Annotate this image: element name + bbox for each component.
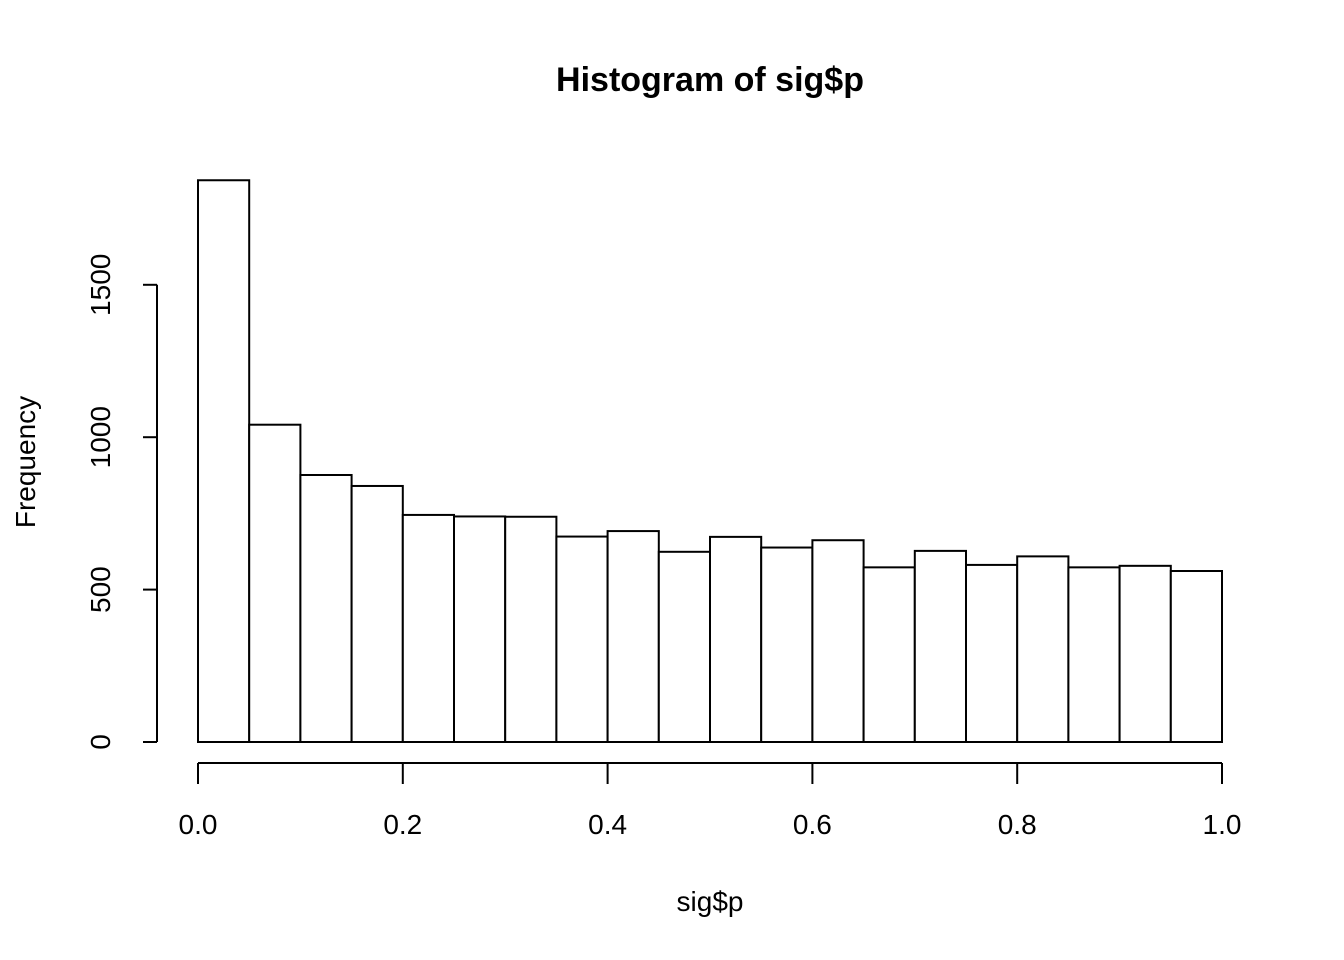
histogram-bar (913, 549, 967, 743)
histogram-bar (1118, 564, 1172, 744)
y-axis: 0 500 1000 1500 (85, 254, 158, 750)
histogram-bar (606, 530, 660, 744)
y-tick-label: 1000 (85, 406, 116, 468)
chart-title: Histogram of sig$p (556, 61, 864, 99)
x-tick-label: 0.4 (588, 809, 627, 840)
x-tick-label: 0.8 (998, 809, 1037, 840)
histogram-bar (760, 546, 814, 743)
y-tick-label: 500 (85, 566, 116, 613)
histogram-bar (453, 515, 507, 743)
histogram-bar (657, 550, 711, 744)
histogram-bar (555, 535, 609, 744)
histogram-bar (248, 423, 302, 743)
x-axis-label: sig$p (677, 886, 744, 917)
x-tick-label: 0.0 (179, 809, 218, 840)
x-tick-label: 0.2 (383, 809, 422, 840)
histogram-bar (709, 535, 763, 744)
histogram-bar (504, 515, 558, 743)
histogram-bar (197, 179, 251, 743)
histogram-bar (965, 563, 1019, 743)
y-tick-label: 1500 (85, 254, 116, 316)
x-tick-label: 0.6 (793, 809, 832, 840)
histogram-bar (1016, 555, 1070, 743)
histogram-bar (401, 513, 455, 744)
y-axis-label: Frequency (10, 396, 41, 528)
x-axis: 0.0 0.2 0.4 0.6 0.8 1.0 (179, 762, 1242, 840)
x-tick-label: 1.0 (1203, 809, 1242, 840)
histogram-bar (1169, 570, 1224, 743)
histogram-bars (197, 179, 1224, 744)
histogram-bar (299, 473, 353, 743)
histogram-bar (811, 539, 865, 744)
histogram-bar (1067, 566, 1121, 744)
histogram-bar (862, 566, 916, 744)
y-tick-label: 0 (85, 734, 116, 750)
histogram-bar (350, 484, 404, 743)
